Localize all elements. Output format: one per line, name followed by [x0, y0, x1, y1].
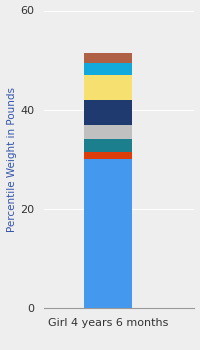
Bar	[84, 75, 132, 100]
Bar	[84, 63, 132, 75]
Bar	[84, 125, 132, 139]
Y-axis label: Percentile Weight in Pounds: Percentile Weight in Pounds	[7, 87, 17, 232]
Bar	[84, 152, 132, 159]
Bar	[84, 139, 132, 152]
Bar	[84, 100, 132, 125]
Bar	[84, 159, 132, 308]
Bar	[84, 52, 132, 63]
